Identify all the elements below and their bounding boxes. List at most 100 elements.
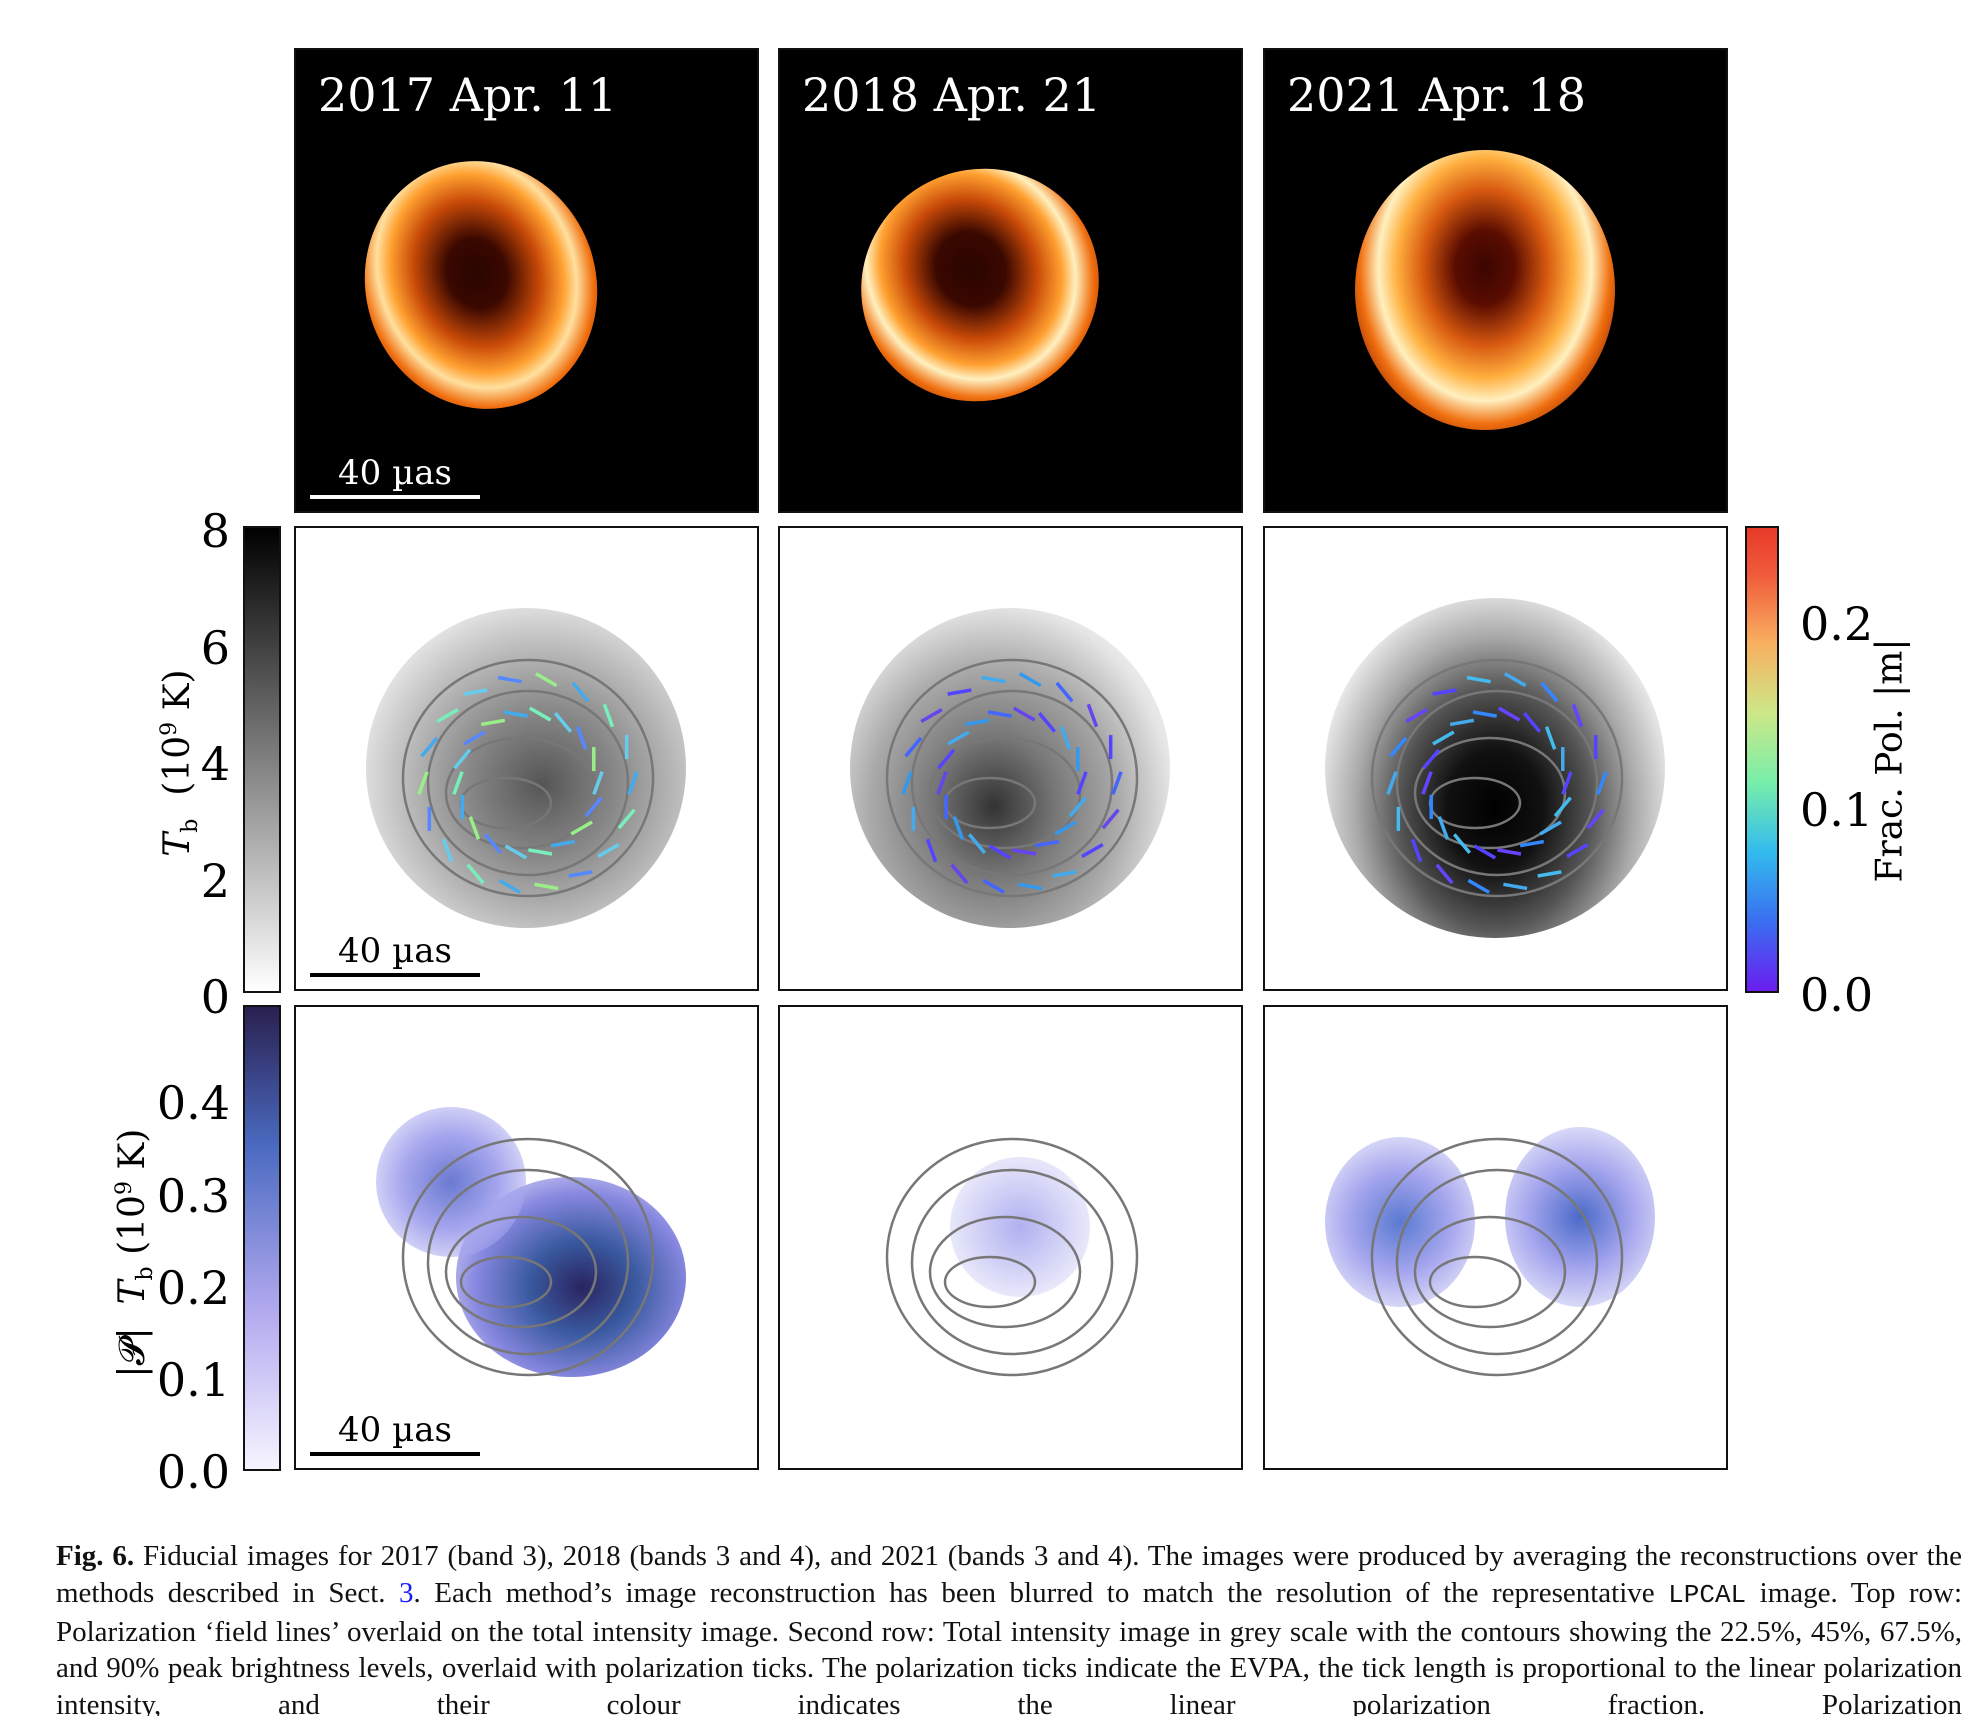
polarization-tick xyxy=(534,672,558,688)
polarization-tick xyxy=(504,844,528,860)
contour-line xyxy=(885,658,1139,898)
polarization-tick xyxy=(550,839,576,848)
polarization-tick xyxy=(1497,706,1521,722)
cbar-tick: 0.4 xyxy=(156,1076,230,1130)
polarization-tick xyxy=(1553,796,1572,818)
polarization-tick xyxy=(1522,712,1542,733)
scale-bar-label: 40 µas xyxy=(338,931,452,971)
date-label: 2021 Apr. 18 xyxy=(1287,68,1587,122)
ring-image xyxy=(1355,150,1615,430)
contour-line xyxy=(426,689,630,877)
contours xyxy=(1370,1137,1624,1377)
polarization-tick xyxy=(1081,842,1104,859)
polarization-tick xyxy=(1472,710,1497,718)
polarization-tick xyxy=(936,771,948,795)
polarization-tick xyxy=(1571,703,1584,728)
caption-text: image. Top row: Polarization ‘field line… xyxy=(56,1576,1963,1716)
colorbar-frac-pol xyxy=(1745,526,1779,993)
polarization-tick xyxy=(947,730,970,746)
contours-ticks xyxy=(885,658,1139,898)
polarization-tick xyxy=(1052,870,1077,878)
ring-image xyxy=(818,125,1142,445)
polarization-tick xyxy=(463,730,486,746)
contour-line xyxy=(943,1255,1037,1309)
polarization-tick xyxy=(1389,736,1408,758)
scale-bar-label: 40 µas xyxy=(338,453,452,493)
contours xyxy=(885,1137,1139,1377)
polarization-tick xyxy=(967,833,987,854)
polarization-tick xyxy=(1466,675,1491,684)
cbar-tick: 0.1 xyxy=(1800,783,1874,837)
polarization-tick xyxy=(982,878,1006,894)
polarization-tick xyxy=(1012,848,1037,856)
polarization-tick xyxy=(1561,771,1573,795)
polarization-tick xyxy=(1519,839,1545,848)
polarization-tick xyxy=(1068,796,1087,818)
cbar-tick: 0.1 xyxy=(156,1353,230,1407)
contour-line xyxy=(459,1255,553,1309)
polarization-tick xyxy=(503,710,528,718)
polarization-tick xyxy=(920,707,943,724)
polarization-tick xyxy=(1421,771,1433,795)
polarization-tick xyxy=(452,771,464,795)
polarization-tick xyxy=(441,838,454,863)
cbar-tick: 0.0 xyxy=(156,1445,230,1499)
polarization-tick xyxy=(1054,820,1077,836)
date-label: 2017 Apr. 11 xyxy=(318,68,618,122)
polarization-tick xyxy=(584,796,603,818)
polarization-tick xyxy=(1076,771,1088,795)
polarization-tick xyxy=(950,863,969,885)
polarization-tick xyxy=(480,718,506,727)
panel-polarization-2017: 40 µas xyxy=(294,1005,759,1470)
contour-line xyxy=(885,1137,1139,1377)
polarization-tick xyxy=(617,808,636,830)
polarization-tick xyxy=(627,771,639,795)
cbar-tick: 0.3 xyxy=(156,1169,230,1223)
panel-grey-2017: 40 µas xyxy=(294,526,759,991)
scale-bar: 40 µas xyxy=(310,453,480,499)
contours xyxy=(401,1137,655,1377)
cbar-tick: 0.2 xyxy=(156,1261,230,1315)
colorbar-label-pol-intensity: |𝓟| Tb (109 K) xyxy=(111,1128,159,1378)
polarization-tick xyxy=(1503,672,1527,688)
contour-line xyxy=(910,1168,1114,1356)
contour-line xyxy=(1395,1168,1599,1356)
contour-line xyxy=(1428,776,1522,830)
polarization-tick xyxy=(597,842,620,859)
colorbar-label-frac-pol: Frac. Pol. |m| xyxy=(1869,638,1911,883)
polarization-tick xyxy=(1586,808,1605,830)
polarization-tick xyxy=(925,838,938,863)
panel-intensity-2021: 2021 Apr. 18 xyxy=(1263,48,1728,513)
scale-bar: 40 µas xyxy=(310,931,480,977)
contours-ticks xyxy=(401,658,655,898)
section-link[interactable]: 3 xyxy=(399,1576,414,1609)
pol-blob xyxy=(1505,1127,1655,1307)
cbar-tick: 2 xyxy=(200,854,230,908)
polarization-tick xyxy=(1018,672,1042,688)
colorbar-brightness xyxy=(243,526,281,993)
contour-line xyxy=(943,776,1037,830)
panel-grey-2021 xyxy=(1263,526,1728,991)
contour-line xyxy=(1370,658,1624,898)
contour-line xyxy=(401,658,655,898)
intensity-blob xyxy=(1325,598,1665,938)
contour-line xyxy=(444,1215,598,1329)
polarization-tick xyxy=(498,878,522,894)
polarization-tick xyxy=(568,870,593,878)
polarization-tick xyxy=(1111,771,1123,795)
cbar-tick: 0 xyxy=(200,970,230,1024)
cbar-tick: 6 xyxy=(200,621,230,675)
figure-caption: Fig. 6. Fiducial images for 2017 (band 3… xyxy=(56,1538,1962,1716)
polarization-tick xyxy=(1497,848,1522,856)
polarization-tick xyxy=(904,736,923,758)
polarization-tick xyxy=(1422,748,1441,770)
scale-bar-label: 40 µas xyxy=(338,1410,452,1450)
polarization-tick xyxy=(1544,726,1557,750)
polarization-tick xyxy=(1537,870,1562,878)
polarization-tick xyxy=(1101,808,1120,830)
polarization-tick xyxy=(952,816,965,840)
polarization-tick xyxy=(1467,878,1491,894)
polarization-tick xyxy=(483,833,503,854)
polarization-tick xyxy=(453,748,472,770)
caption-text: Fiducial images for 2017 (band 3), 2018 … xyxy=(56,1540,1962,1609)
